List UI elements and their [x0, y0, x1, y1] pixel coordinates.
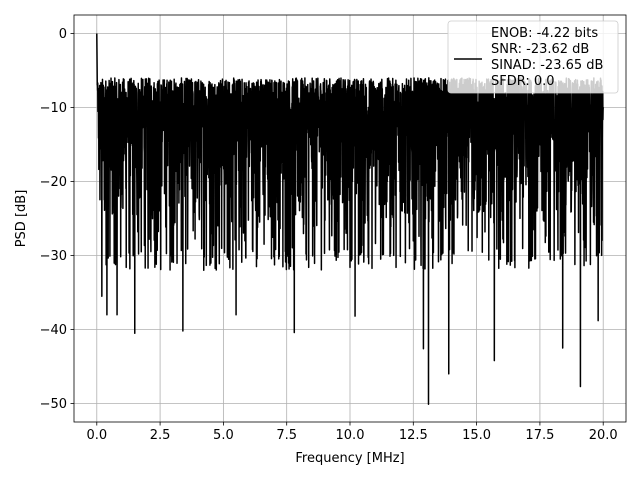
- x-tick-label: 15.0: [462, 428, 491, 443]
- legend-entry-text: SNR: -23.62 dB: [491, 42, 589, 57]
- legend-box: [447, 20, 619, 94]
- y-axis-label: PSD [dB]: [14, 190, 29, 248]
- y-tick-label: −50: [40, 397, 67, 412]
- x-tick-label: 2.5: [150, 428, 171, 443]
- legend-entry-text: ENOB: -4.22 bits: [491, 26, 598, 41]
- axis-ticks: 0.0 2.5 5.0 7.5 10.0 12.5 15.0 17.5 20.0 0 −10 −20 −…: [40, 27, 618, 443]
- y-tick-label: 0: [59, 27, 67, 42]
- x-tick-label: 0.0: [86, 428, 107, 443]
- psd-series-line: [96, 33, 604, 405]
- y-tick-label: −10: [40, 101, 67, 116]
- legend-entry-text: SINAD: -23.65 dB: [491, 58, 603, 73]
- y-tick-label: −40: [40, 323, 67, 338]
- legend-entry-text: SFDR: 0.0: [491, 74, 555, 89]
- x-tick-label: 17.5: [525, 428, 554, 443]
- x-axis-label: Frequency [MHz]: [295, 451, 404, 466]
- x-tick-label: 5.0: [213, 428, 234, 443]
- y-tick-label: −30: [40, 249, 67, 264]
- x-tick-label: 10.0: [336, 428, 365, 443]
- x-tick-label: 20.0: [589, 428, 618, 443]
- y-tick-label: −20: [40, 175, 67, 190]
- x-tick-label: 7.5: [276, 428, 297, 443]
- x-tick-label: 12.5: [399, 428, 428, 443]
- psd-trace-group: [96, 33, 604, 405]
